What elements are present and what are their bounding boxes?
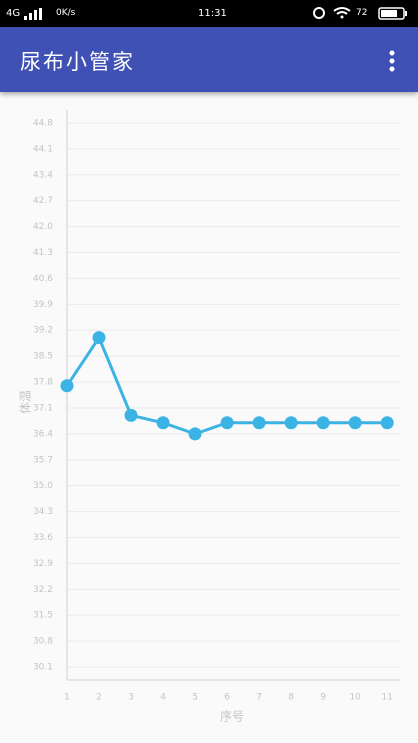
x-tick-label: 1 — [64, 693, 70, 703]
overflow-menu[interactable] — [384, 49, 400, 73]
y-tick-label: 30.1 — [33, 663, 53, 673]
y-tick-label: 38.5 — [33, 352, 53, 362]
battery-icon — [378, 7, 407, 20]
data-point — [284, 416, 298, 430]
data-point — [316, 416, 330, 430]
x-tick-label: 11 — [381, 693, 392, 703]
x-tick-label: 9 — [320, 693, 326, 703]
x-tick-label: 10 — [349, 693, 361, 703]
y-tick-label: 35.0 — [33, 481, 53, 491]
y-tick-label: 35.7 — [33, 455, 53, 465]
speed: 0K/s — [56, 8, 76, 18]
battery-level: 72 — [356, 8, 368, 18]
app-bar: 尿布小管家 — [0, 27, 418, 92]
y-tick-label: 42.0 — [33, 222, 53, 232]
x-tick-label: 4 — [160, 693, 166, 703]
x-tick-label: 5 — [192, 693, 198, 703]
y-tick-label: 39.9 — [33, 300, 53, 310]
y-tick-label: 41.3 — [33, 248, 53, 258]
y-tick-label: 37.1 — [33, 403, 53, 413]
x-axis-label: 序号 — [220, 709, 244, 724]
app-title: 尿布小管家 — [20, 50, 135, 74]
data-point — [348, 416, 362, 430]
y-tick-label: 42.7 — [33, 196, 53, 206]
y-tick-label: 30.8 — [33, 637, 53, 647]
data-point — [252, 416, 266, 430]
y-tick-label: 44.1 — [33, 144, 53, 154]
y-tick-label: 39.2 — [33, 326, 53, 336]
y-tick-label: 40.6 — [33, 274, 53, 284]
status-icons — [313, 7, 351, 19]
data-point — [188, 427, 202, 441]
x-tick-label: 7 — [256, 693, 262, 703]
chart: 序号 体温 30.130.831.532.232.933.634.335.035… — [19, 110, 400, 724]
y-axis-label: 体温 — [19, 390, 33, 414]
clock: 11:31 — [198, 8, 227, 19]
data-point — [92, 331, 106, 345]
y-tick-label: 32.2 — [33, 585, 53, 595]
data-point — [60, 379, 74, 393]
y-tick-label: 33.6 — [33, 533, 53, 543]
x-tick-label: 6 — [224, 693, 230, 703]
y-tick-label: 31.5 — [33, 611, 53, 621]
data-point — [380, 416, 394, 430]
y-tick-label: 37.8 — [33, 378, 53, 388]
data-point — [220, 416, 234, 430]
y-tick-label: 34.3 — [33, 507, 53, 517]
data-point — [156, 416, 170, 430]
data-point — [124, 408, 138, 422]
y-tick-label: 36.4 — [33, 429, 53, 439]
y-tick-label: 43.4 — [33, 170, 53, 180]
status-bar: 4G 0K/s 11:31 72 — [0, 0, 418, 27]
network: 4G — [6, 8, 21, 19]
y-tick-label: 32.9 — [33, 559, 53, 569]
signal-icon — [24, 8, 42, 20]
x-tick-label: 2 — [96, 693, 102, 703]
x-tick-label: 8 — [288, 693, 294, 703]
x-tick-label: 3 — [128, 693, 134, 703]
y-tick-label: 44.8 — [33, 118, 53, 128]
